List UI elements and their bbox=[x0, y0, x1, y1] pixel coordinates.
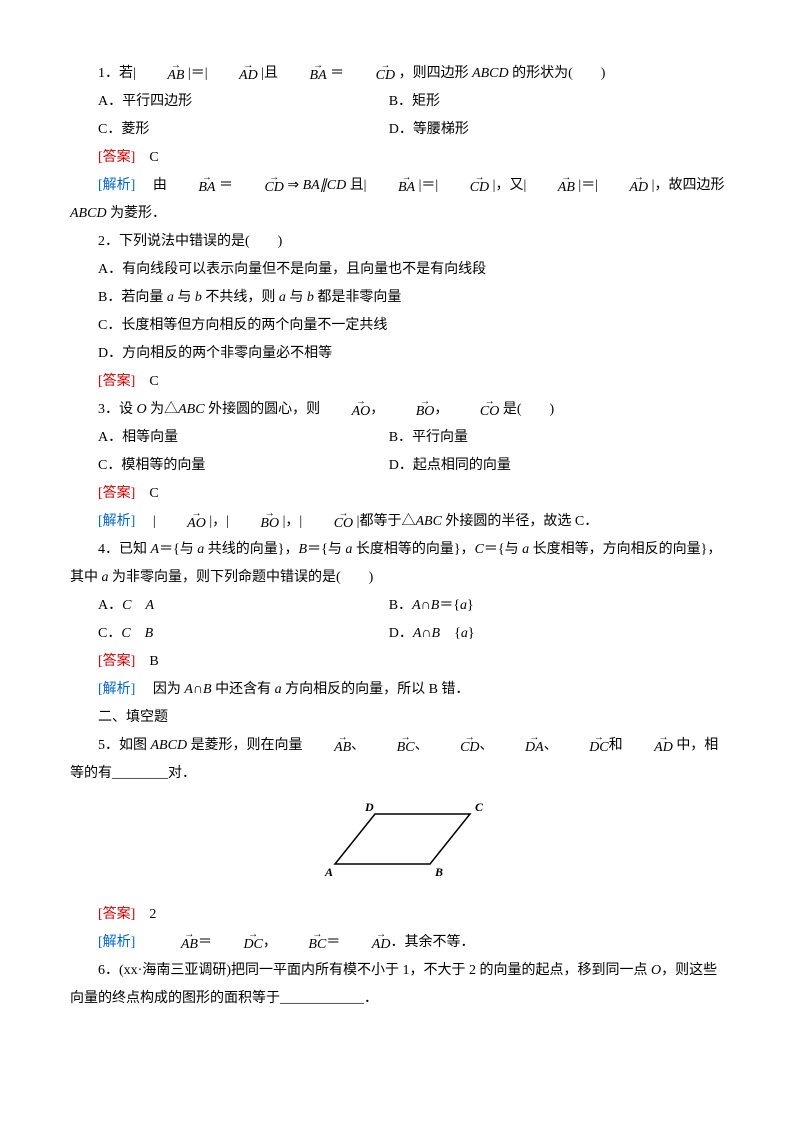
q3-optC: C．模相等的向量 bbox=[98, 452, 389, 480]
q1-opts-row2: C．菱形 D．等腰梯形 bbox=[98, 116, 730, 144]
vec-BO: →BO bbox=[388, 399, 435, 419]
q1-pre: 1．若| bbox=[98, 66, 136, 81]
vec-CD: →CD bbox=[348, 63, 395, 83]
q1-optD: D．等腰梯形 bbox=[389, 116, 680, 144]
q2-stem: 2．下列说法中错误的是( ) bbox=[70, 228, 730, 256]
explanation-label: [解析] bbox=[98, 178, 149, 193]
svg-text:C: C bbox=[475, 800, 484, 814]
vec-BA: →BA bbox=[282, 63, 327, 83]
q3-opts-row2: C．模相等的向量 D．起点相同的向量 bbox=[98, 452, 730, 480]
svg-text:B: B bbox=[434, 865, 443, 879]
q3-optB: B．平行向量 bbox=[389, 424, 680, 452]
svg-text:D: D bbox=[364, 800, 374, 814]
q4-optC: C．C B bbox=[98, 620, 389, 648]
q2-answer: [答案] C bbox=[70, 368, 730, 396]
q4-optB: B．A∩B＝{a} bbox=[389, 592, 680, 620]
rhombus-diagram: A B C D bbox=[70, 794, 730, 895]
q1-stem: 1．若| →AB |＝| →AD |且 →BA ＝ →CD ，则四边形 ABCD… bbox=[70, 60, 730, 88]
q2-optD: D．方向相反的两个非零向量必不相等 bbox=[70, 340, 730, 368]
vec-CO: →CO bbox=[452, 399, 499, 419]
q1-answer: [答案] C bbox=[70, 144, 730, 172]
q6-stem: 6．(xx·海南三亚调研)把同一平面内所有模不小于 1，不大于 2 的向量的起点… bbox=[70, 957, 730, 1013]
q4-opts-row1: A．C A B．A∩B＝{a} bbox=[98, 592, 730, 620]
q4-optD: D．A∩B {a} bbox=[389, 620, 680, 648]
q3-opts-row1: A．相等向量 B．平行向量 bbox=[98, 424, 730, 452]
q3-optA: A．相等向量 bbox=[98, 424, 389, 452]
q1-abcd: ABCD bbox=[472, 66, 509, 81]
q1-optA: A．平行四边形 bbox=[98, 88, 389, 116]
vec-AD: →AD bbox=[211, 63, 258, 83]
answer-label: [答案] bbox=[98, 150, 149, 165]
svg-text:A: A bbox=[324, 865, 333, 879]
q5-stem: 5．如图 ABCD 是菱形，则在向量 →AB、 →BC、 →CD、 →DA、 →… bbox=[70, 732, 730, 788]
q1-explanation: [解析] 由 →BA ＝ →CD ⇒ BA∥CD 且| →BA |＝| →CD … bbox=[70, 172, 730, 228]
q2-optA: A．有向线段可以表示向量但不是向量，且向量也不是有向线段 bbox=[70, 256, 730, 284]
q3-optD: D．起点相同的向量 bbox=[389, 452, 680, 480]
vec-AO: →AO bbox=[324, 399, 371, 419]
q3-answer: [答案] C bbox=[70, 480, 730, 508]
q3-explanation: [解析] | →AO |，| →BO |，| →CO |都等于△ABC 外接圆的… bbox=[70, 508, 730, 536]
q4-opts-row2: C．C B D．A∩B {a} bbox=[98, 620, 730, 648]
vec-AB: →AB bbox=[139, 63, 184, 83]
q5-explanation: [解析] →AB＝ →DC， →BC＝ →AD．其余不等． bbox=[70, 929, 730, 957]
q1-optC: C．菱形 bbox=[98, 116, 389, 144]
q3-stem: 3．设 O 为△ABC 外接圆的圆心，则 →AO， →BO， →CO 是( ) bbox=[70, 396, 730, 424]
q4-optA: A．C A bbox=[98, 592, 389, 620]
q2-optC: C．长度相等但方向相反的两个向量不一定共线 bbox=[70, 312, 730, 340]
q1-optB: B．矩形 bbox=[389, 88, 680, 116]
q4-answer: [答案] B bbox=[70, 648, 730, 676]
q4-stem: 4．已知 A＝{与 a 共线的向量}，B＝{与 a 长度相等的向量}，C＝{与 … bbox=[70, 536, 730, 592]
section-2-title: 二、填空题 bbox=[70, 704, 730, 732]
q2-optB: B．若向量 a 与 b 不共线，则 a 与 b 都是非零向量 bbox=[70, 284, 730, 312]
q1-opts-row1: A．平行四边形 B．矩形 bbox=[98, 88, 730, 116]
q4-explanation: [解析] 因为 A∩B 中还含有 a 方向相反的向量，所以 B 错． bbox=[70, 676, 730, 704]
q5-answer: [答案] 2 bbox=[70, 901, 730, 929]
